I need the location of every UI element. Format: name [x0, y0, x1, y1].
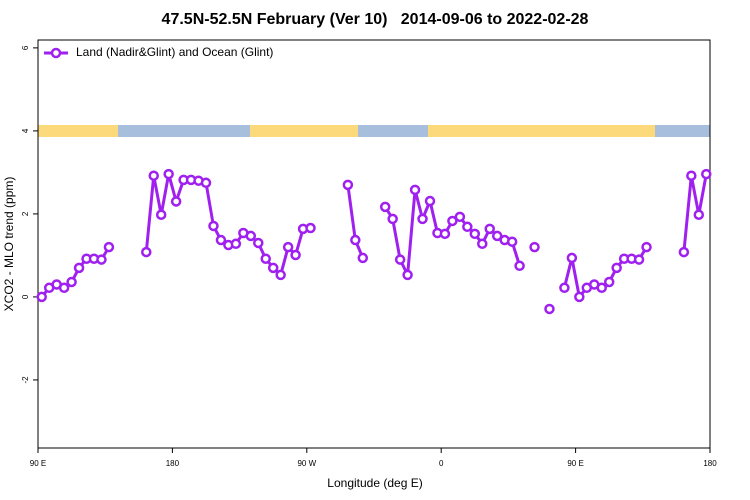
data-point	[342, 179, 354, 191]
data-point	[469, 228, 481, 240]
chart-title: 47.5N-52.5N February (Ver 10) 2014-09-06…	[162, 11, 589, 28]
data-point	[402, 269, 413, 281]
data-point	[96, 254, 107, 265]
data-point	[514, 260, 525, 272]
data-point	[693, 209, 705, 220]
data-point	[58, 282, 70, 294]
data-point	[686, 170, 697, 181]
y-axis-title: XCO2 - MLO trend (ppm)	[2, 177, 16, 312]
data-point	[387, 213, 398, 225]
y-tick-label: 0	[21, 294, 30, 299]
data-point	[200, 177, 212, 189]
data-point	[215, 234, 227, 246]
data-point	[36, 291, 47, 303]
data-point	[208, 220, 219, 232]
data-point	[253, 237, 264, 249]
data-point	[350, 234, 361, 246]
x-tick-label: 0	[439, 459, 444, 468]
data-point	[357, 252, 369, 264]
data-point	[275, 269, 286, 281]
legend-marker	[50, 47, 62, 59]
data-point	[529, 241, 540, 253]
data-point	[633, 254, 645, 265]
data-point	[484, 223, 495, 235]
data-point	[73, 262, 85, 274]
data-point	[230, 238, 242, 250]
data-point	[409, 184, 421, 196]
x-axis-title: Longitude (deg E)	[327, 476, 422, 490]
data-point	[66, 276, 77, 288]
data-point	[305, 222, 316, 234]
data-point	[141, 246, 152, 258]
data-point	[424, 195, 436, 207]
data-point	[574, 291, 585, 303]
data-point	[544, 303, 555, 315]
plot-frame	[37, 39, 711, 449]
data-point	[379, 201, 391, 213]
data-point	[103, 241, 115, 253]
legend-label: Land (Nadir&Glint) and Ocean (Glint)	[76, 45, 273, 59]
data-point	[454, 211, 466, 223]
data-point	[170, 196, 182, 207]
data-point	[290, 249, 301, 261]
data-point	[603, 276, 615, 288]
data-point	[417, 213, 428, 225]
data-point	[701, 168, 712, 180]
data-point	[260, 253, 271, 264]
x-tick-label: 180	[166, 459, 180, 468]
data-point	[447, 215, 458, 227]
y-tick-label: 6	[21, 45, 30, 50]
land-ocean-strip	[38, 125, 710, 137]
data-point	[155, 209, 167, 220]
x-tick-label: 90 W	[297, 459, 316, 468]
y-tick-label: 4	[21, 128, 30, 133]
data-point	[491, 230, 503, 242]
data-point	[163, 168, 174, 180]
data-point	[439, 228, 451, 240]
data-point	[148, 170, 159, 181]
data-point	[566, 252, 578, 264]
data-point	[462, 221, 473, 233]
x-tick-label: 90 E	[30, 459, 46, 468]
y-tick-label: -2	[21, 376, 30, 384]
data-point	[267, 262, 279, 274]
data-point	[596, 282, 607, 294]
data-point	[506, 236, 518, 247]
y-tick-label: 2	[21, 211, 30, 216]
data-point	[282, 241, 294, 253]
data-point	[641, 241, 652, 253]
x-tick-label: 90 E	[567, 459, 583, 468]
x-tick-label: 180	[703, 459, 717, 468]
data-point	[394, 254, 406, 265]
data-point	[477, 238, 488, 250]
data-point	[245, 230, 257, 242]
data-point	[611, 262, 622, 274]
data-point	[678, 246, 690, 258]
data-point	[559, 282, 570, 294]
